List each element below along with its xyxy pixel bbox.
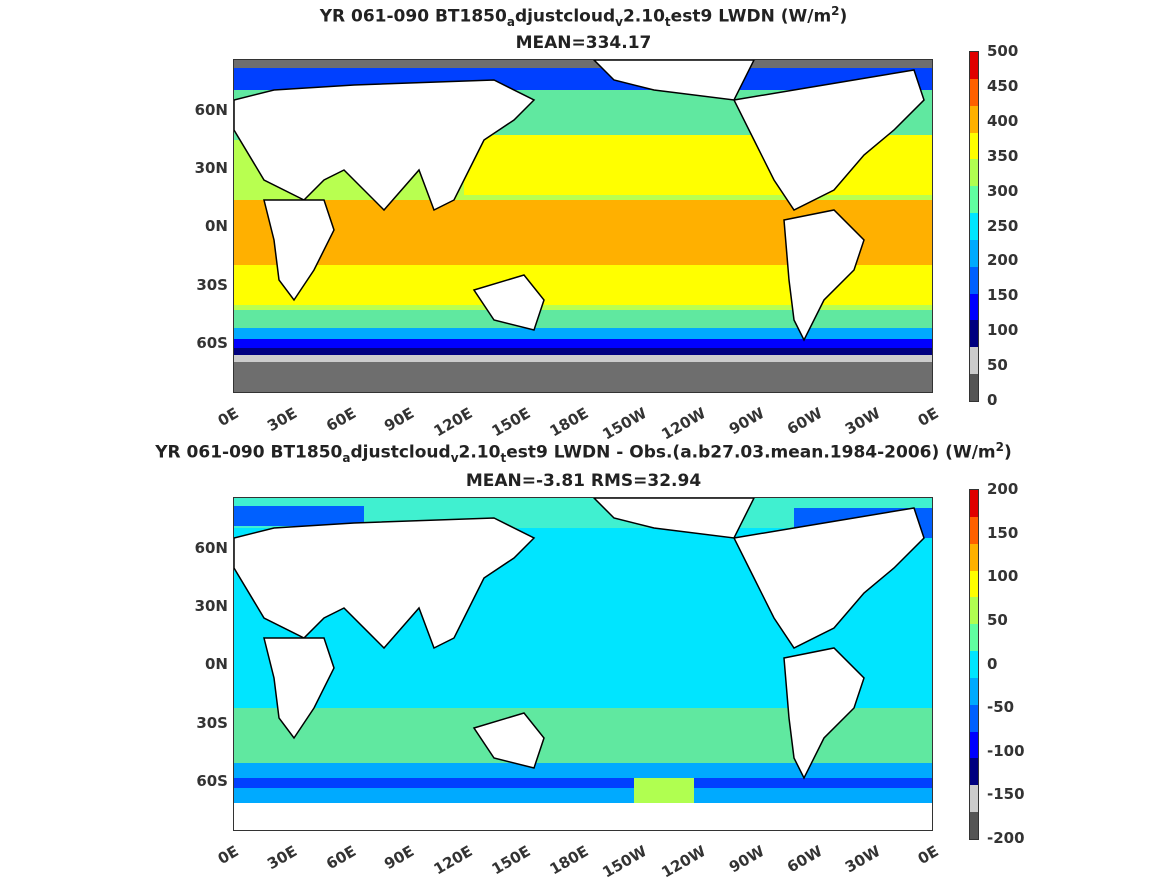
panel1-colorbar-tick: 300 [987,181,1019,200]
panel2-colorbar [969,489,979,840]
panel2-colorbar-tick: 50 [987,610,1008,629]
panel2-xtick: 150E [488,842,534,879]
panel1-xtick: 150E [488,404,534,441]
antarctica-ice [234,362,932,392]
panel1-colorbar-segment [970,159,978,187]
panel2-colorbar-segment [970,785,978,813]
panel2-colorbar-segment [970,597,978,625]
panel1-xtick: 60W [783,404,826,439]
panel1-colorbar-segment [970,320,978,348]
panel2-map [233,497,933,831]
panel2-colorbar-segment [970,731,978,759]
panel1-subtitle: MEAN=334.17 [515,33,652,53]
panel1-xtick: 30W [842,404,884,439]
panel2-colorbar-tick: -100 [987,741,1025,760]
panel2-xtick: 30E [264,842,301,874]
panel1-colorbar-segment [970,132,978,160]
panel2-colorbar-segment [970,704,978,732]
panel2-colorbar-segment [970,490,978,517]
panel2-ytick: 30N [194,597,228,615]
panel1-colorbar-tick: 450 [987,76,1019,95]
panel2-xtick: 150W [599,842,651,882]
panel1-ytick: 0N [205,217,228,235]
panel1-colorbar-segment [970,374,978,401]
panel2-xtick: 90E [381,842,417,874]
panel2-colorbar-segment [970,624,978,652]
panel2-title: YR 061-090 BT1850adjustcloudv2.10test9 L… [155,440,1012,466]
panel1-colorbar-tick: 250 [987,216,1019,235]
panel1-colorbar-segment [970,213,978,240]
panel2-colorbar-segment [970,812,978,839]
panel2-xtick: 120W [658,842,709,882]
panel2-colorbar-tick: 100 [987,567,1019,586]
panel1-ytick: 30S [196,276,228,294]
panel2-colorbar-tick: -150 [987,785,1025,804]
panel1-colorbar-segment [970,186,978,214]
panel1-colorbar-segment [970,266,978,294]
panel1-ytick: 60S [196,334,228,352]
panel2-xtick: 60E [322,842,359,874]
panel1-colorbar-tick: 500 [987,42,1019,60]
panel1-xtick: 180E [547,404,592,441]
panel2-ytick: 0N [205,655,228,673]
panel2-colorbar-tick: -200 [987,829,1025,847]
panel1-colorbar-tick: 50 [987,356,1008,375]
panel1-colorbar-tick: 100 [987,321,1019,340]
panel1-colorbar-tick: 400 [987,111,1019,130]
panel1-xtick: 120E [430,404,476,441]
arctic-ice [234,60,932,68]
panel1-xtick: 90W [725,404,767,439]
panel2-colorbar-tick: 200 [987,480,1019,498]
panel1-colorbar-segment [970,105,978,133]
panel2-xtick: 180E [547,842,592,879]
panel1-colorbar-tick: 150 [987,286,1019,305]
panel2-colorbar-segment [970,677,978,705]
panel1-colorbar-tick: 200 [987,251,1019,270]
panel1-xtick: 150W [599,404,651,444]
panel1-xtick: 90E [381,404,417,436]
panel2-xtick: 60W [783,842,826,877]
panel2-colorbar-segment [970,543,978,571]
panel1-colorbar-segment [970,347,978,375]
panel1-title: YR 061-090 BT1850adjustcloudv2.10test9 L… [319,4,848,30]
panel1-xtick: 0E [915,404,942,430]
panel1-xtick: 30E [264,404,301,436]
panel1-colorbar [969,51,979,402]
continents [234,60,925,342]
panel2-colorbar-tick: -50 [987,698,1015,717]
panel1-ytick: 30N [194,159,228,177]
panel2-colorbar-segment [970,758,978,786]
panel1-xtick: 60E [322,404,359,436]
panel2-ytick: 30S [196,714,228,732]
panel2-colorbar-tick: 0 [987,654,998,673]
panel1-colorbar-segment [970,293,978,321]
panel2-colorbar-segment [970,570,978,598]
panel2-subtitle: MEAN=-3.81 RMS=32.94 [465,471,702,491]
panel2-xtick: 30W [842,842,884,877]
panel2-colorbar-segment [970,516,978,544]
panel2-ytick: 60N [194,539,228,557]
panel2-xtick: 0E [215,842,242,868]
panel2-ytick: 60S [196,772,228,790]
panel1-colorbar-tick: 350 [987,146,1019,165]
panel1-colorbar-segment [970,239,978,267]
panel1-colorbar-tick: 0 [987,391,998,409]
panel2-colorbar-segment [970,651,978,678]
panel1-xtick: 0E [215,404,242,430]
panel2-xtick: 120E [430,842,476,879]
panel2-xtick: 90W [725,842,767,877]
panel1-colorbar-segment [970,78,978,106]
panel2-xtick: 0E [915,842,942,868]
panel1-colorbar-segment [970,52,978,79]
panel2-colorbar-tick: 150 [987,523,1019,542]
panel1-map [233,59,933,393]
panel1-xtick: 120W [658,404,709,444]
continents [234,498,925,780]
panel1-ytick: 60N [194,101,228,119]
